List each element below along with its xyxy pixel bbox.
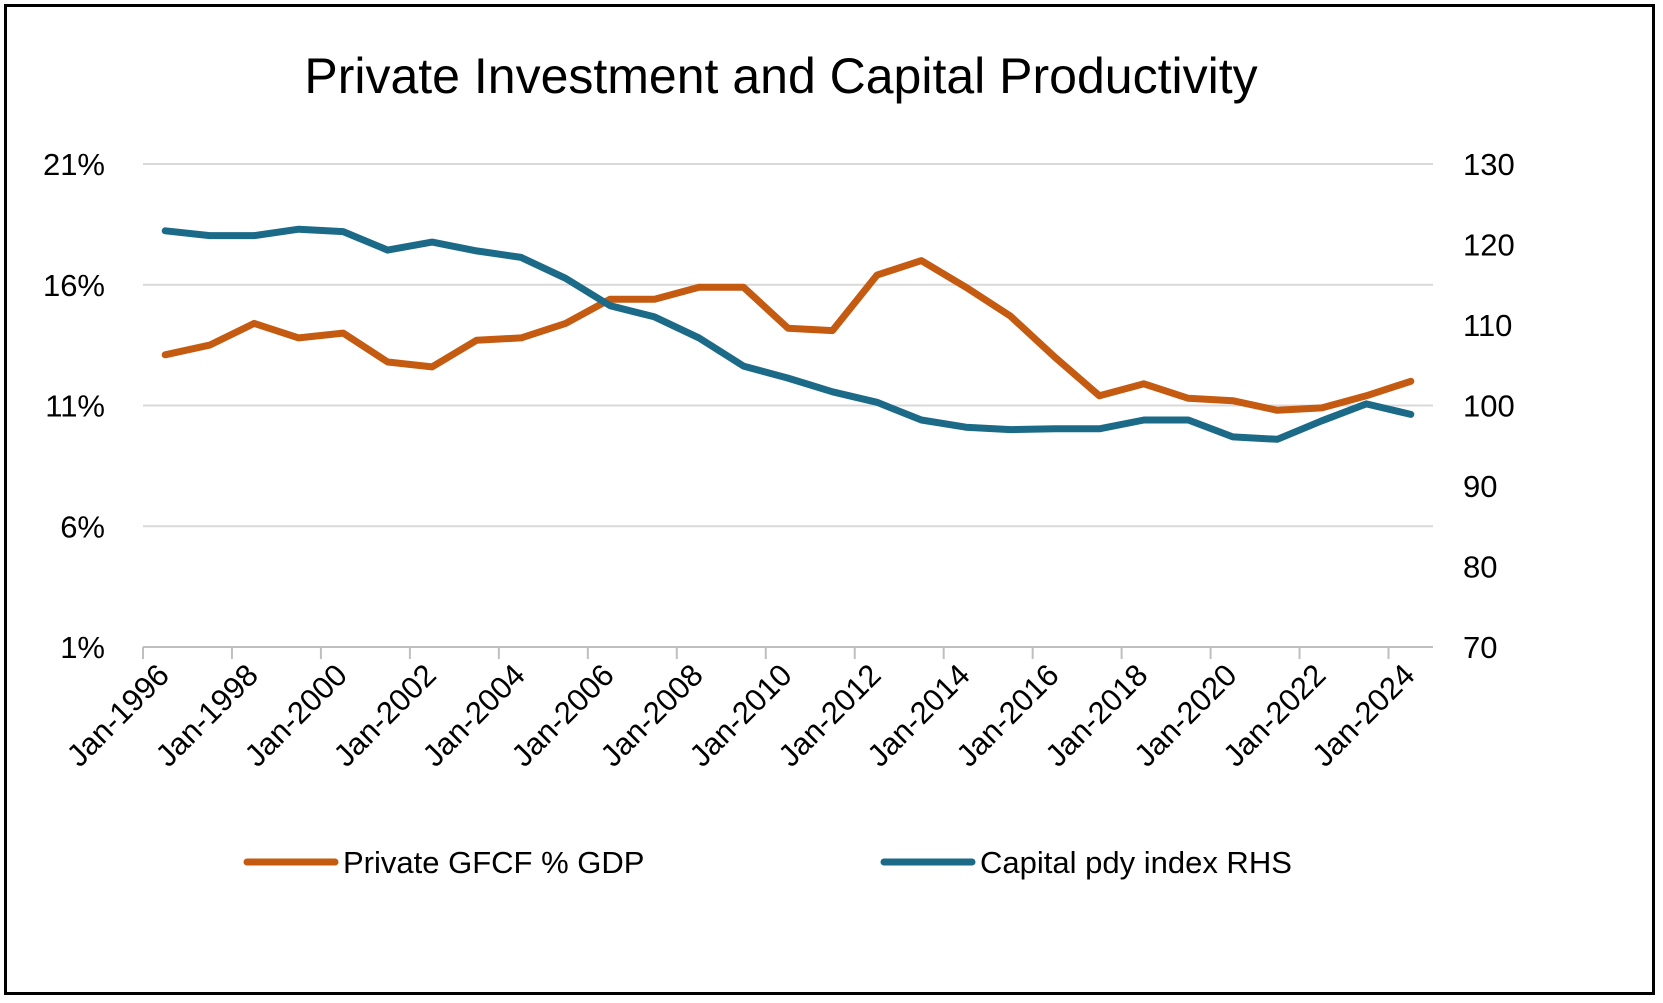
y-right-tick-label: 120 <box>1463 228 1515 263</box>
chart-title: Private Investment and Capital Productiv… <box>304 48 1257 104</box>
chart-frame <box>4 4 1655 995</box>
series-line-private-gfcf <box>161 257 1415 414</box>
y-left-tick-label: 6% <box>60 509 105 544</box>
legend-label: Capital pdy index RHS <box>980 845 1292 880</box>
y-right-tick-label: 110 <box>1463 308 1512 343</box>
legend-label: Private GFCF % GDP <box>343 845 644 880</box>
y-left-tick-label: 16% <box>43 268 105 303</box>
y-left-tick-label: 21% <box>43 147 105 182</box>
y-right-tick-label: 100 <box>1463 389 1515 424</box>
y-right-tick-label: 80 <box>1463 550 1497 585</box>
y-right-tick-label: 130 <box>1463 147 1515 182</box>
y-left-tick-label: 11% <box>45 389 105 424</box>
y-right-tick-label: 70 <box>1463 630 1497 665</box>
series-line-capital-pdy <box>161 225 1415 443</box>
y-right-tick-label: 90 <box>1463 469 1497 504</box>
y-left-tick-label: 1% <box>60 630 105 665</box>
